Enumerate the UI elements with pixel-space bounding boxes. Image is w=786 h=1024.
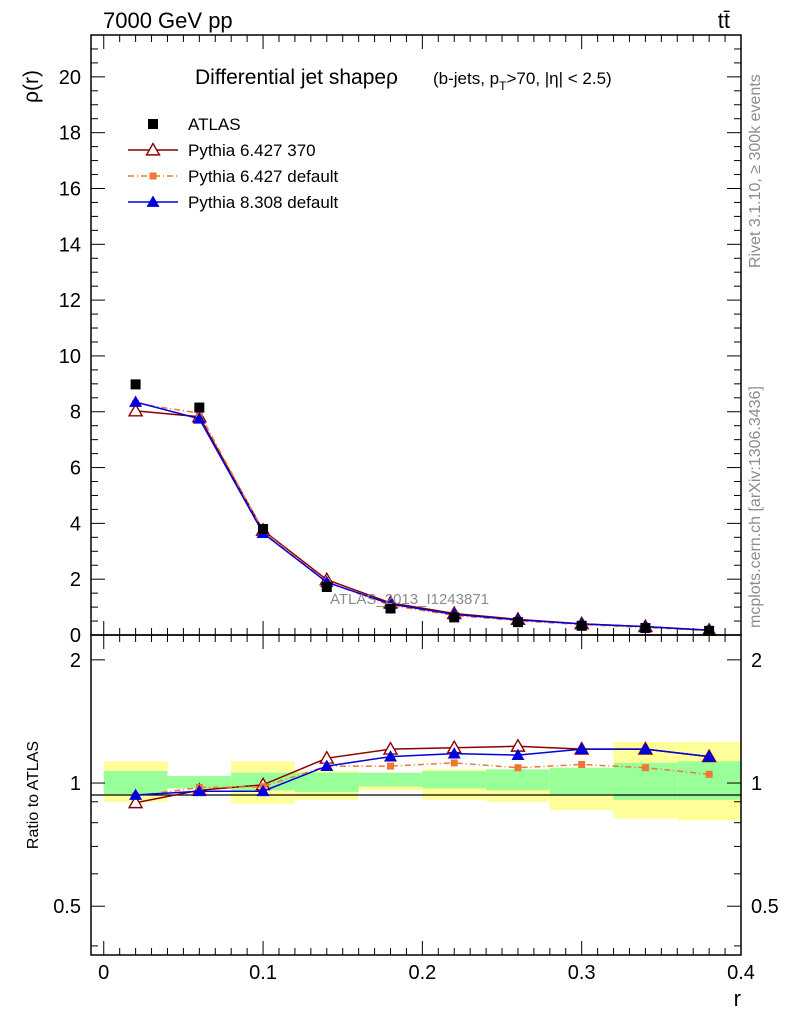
- y-tick-label: 18: [59, 123, 81, 145]
- xlabel: r: [734, 986, 741, 1011]
- ratio-point: [387, 762, 395, 770]
- ratio-point: [450, 759, 458, 767]
- y-tick-label: 10: [59, 346, 81, 368]
- data-point: [194, 402, 205, 413]
- y-tick-label: 16: [59, 178, 81, 200]
- x-tick-label: 0.4: [727, 962, 755, 984]
- legend-label: Pythia 6.427 370: [188, 141, 316, 160]
- uncertainty-band-inner: [549, 767, 614, 795]
- y-tick-label: 12: [59, 290, 81, 312]
- ratio-point: [638, 742, 652, 755]
- y-tick-label: 14: [59, 234, 81, 256]
- ratio-tick-label: 2: [70, 650, 81, 672]
- ratio-point: [514, 764, 522, 772]
- ratio-point: [705, 770, 713, 778]
- data-point: [449, 612, 460, 623]
- ratio-tick-label: 1: [70, 773, 81, 795]
- legend-marker: [149, 172, 157, 180]
- ylabel-main: ρ(r): [20, 70, 43, 103]
- ratio-point: [384, 750, 398, 762]
- uncertainty-band-inner: [167, 776, 232, 789]
- y-tick-label: 4: [70, 513, 81, 535]
- ratio-point: [192, 784, 206, 797]
- uncertainty-band-inner: [358, 772, 423, 787]
- ratio-point: [575, 742, 589, 755]
- series-line: [135, 401, 710, 632]
- ratio-line: [135, 748, 710, 796]
- ratio-point: [256, 784, 270, 797]
- y-tick-label: 0: [70, 625, 81, 647]
- y-tick-label: 20: [59, 67, 81, 89]
- uncertainty-band-inner: [422, 771, 487, 789]
- legend-entry: Pythia 8.308 default: [128, 193, 339, 212]
- legend-entry: Pythia 6.427 370: [128, 141, 316, 160]
- ratio-point: [127, 794, 144, 809]
- data-point: [127, 402, 144, 417]
- uncertainty-band-inner: [103, 771, 168, 795]
- legend-entry: Pythia 6.427 default: [128, 167, 339, 186]
- x-tick-label: 0: [98, 962, 109, 984]
- ratio-point: [129, 788, 143, 800]
- ylabel-ratio: Ratio to ATLAS: [25, 741, 42, 849]
- legend-label: Pythia 8.308 default: [188, 193, 339, 212]
- analysis-watermark: ATLAS_2013_I1243871: [330, 591, 489, 608]
- y-tick-label: 6: [70, 458, 81, 480]
- ratio-tick-label: 0.5: [751, 896, 779, 918]
- ratio-frame: [90, 634, 742, 956]
- ratio-tick-label: 2: [751, 650, 762, 672]
- x-tick-label: 0.1: [249, 962, 277, 984]
- ratio-series-2: [129, 742, 716, 800]
- ratio-tick-label: 1: [751, 773, 762, 795]
- ratio-point: [320, 759, 334, 771]
- ratio-point: [447, 747, 461, 759]
- data-point: [129, 395, 143, 407]
- mcplots-label: mcplots.cern.ch [arXiv:1306.3436]: [747, 386, 764, 628]
- y-tick-label: 8: [70, 402, 81, 424]
- x-tick-label: 0.3: [568, 962, 596, 984]
- ratio-point: [641, 764, 649, 772]
- y-tick-label: 2: [70, 569, 81, 591]
- uncertainty-band-inner: [677, 761, 741, 800]
- ratio-point: [511, 748, 525, 761]
- x-tick-label: 0.2: [408, 962, 436, 984]
- data-point: [385, 603, 396, 614]
- legend-marker: [148, 119, 158, 129]
- data-point: [321, 582, 332, 592]
- ratio-point: [702, 750, 716, 762]
- data-point: [130, 379, 141, 390]
- ratio-tick-label: 0.5: [53, 896, 81, 918]
- ratio-line: [135, 762, 710, 797]
- rivet-label: Rivet 3.1.10, ≥ 300k events: [747, 74, 764, 268]
- legend: ATLAS Pythia 6.427 370 Pythia 6.427 defaul…: [128, 115, 339, 212]
- data-point: [512, 617, 523, 628]
- energy-label: 7000 GeV pp: [103, 8, 233, 33]
- legend-label: Pythia 6.427 default: [188, 167, 339, 186]
- process-label: tt̄: [718, 8, 730, 33]
- uncertainty-band-inner: [486, 769, 550, 791]
- ratio-point: [578, 760, 586, 768]
- data-point: [258, 523, 269, 534]
- chart-title: Differential jet shapeρ: [195, 66, 398, 89]
- main-panel: 0 2 4 6 8 10 12 14 16 18 20 Differential jet shape…: [20, 34, 742, 647]
- legend-marker: [145, 142, 161, 156]
- series-line: [135, 402, 710, 632]
- uncertainty-band-inner: [294, 772, 359, 793]
- ratio-panel: 0 0.1 0.2 0.3 0.4 0.5 0.51 12 2 Ratio to ATLAS …: [25, 634, 779, 1011]
- legend-label: ATLAS: [188, 115, 241, 134]
- data-point: [192, 412, 206, 424]
- chart-subtitle: (b-jets, pT>70, |η| < 2.5): [433, 69, 612, 93]
- legend-marker: [146, 195, 160, 207]
- legend-entry: ATLAS: [148, 115, 241, 134]
